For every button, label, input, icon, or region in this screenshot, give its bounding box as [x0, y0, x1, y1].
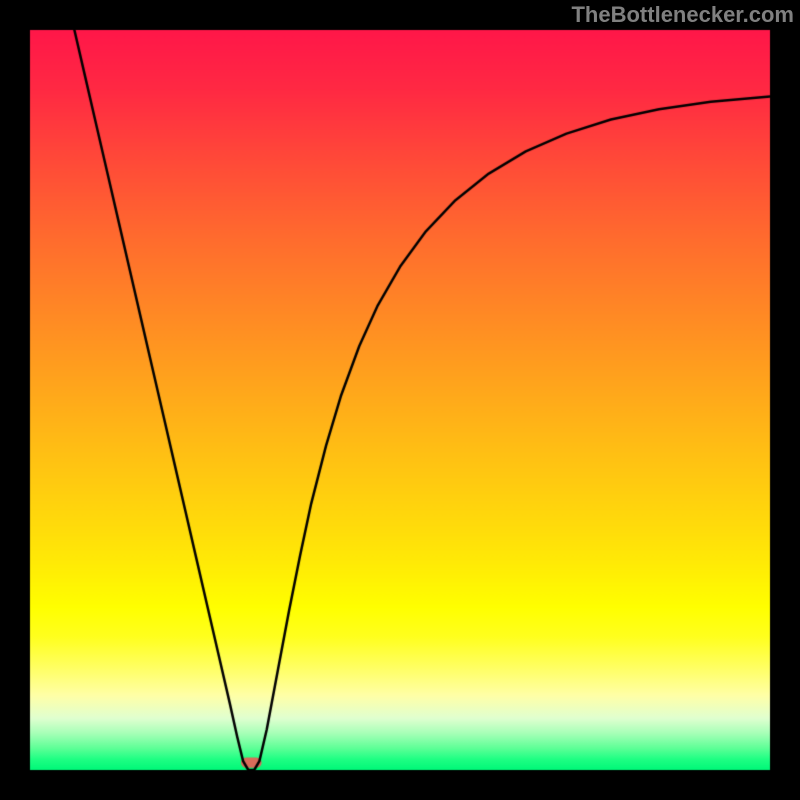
chart-curve	[0, 0, 800, 800]
chart-container: TheBottlenecker.com	[0, 0, 800, 800]
